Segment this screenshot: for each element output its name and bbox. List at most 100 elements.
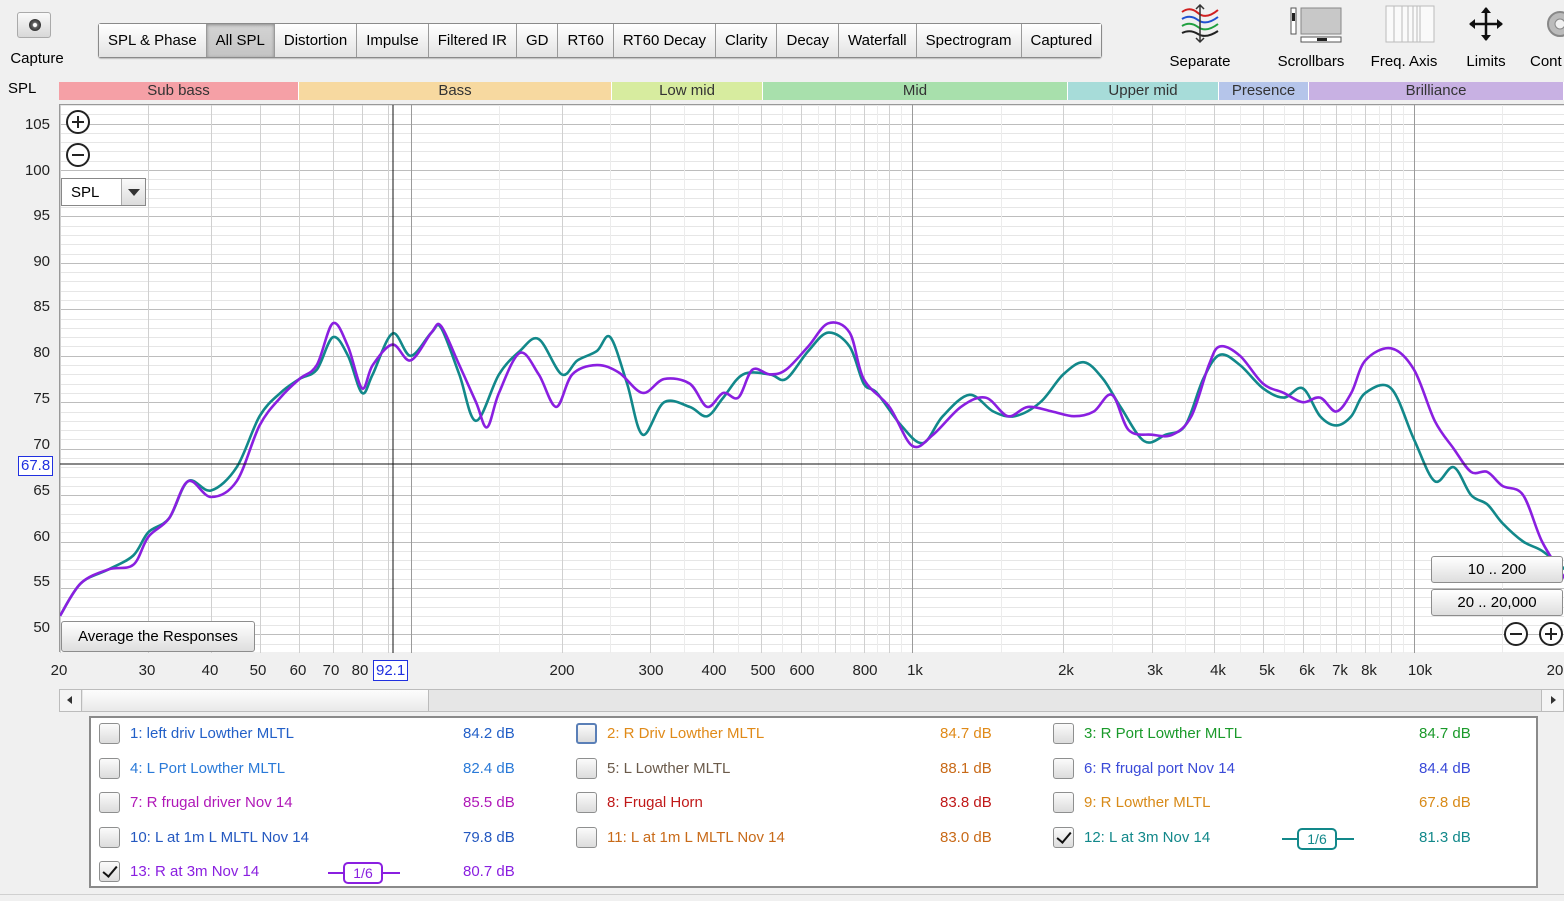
measurement-item[interactable]: 10: L at 1m L MLTL Nov 14 79.8 dB: [99, 827, 529, 851]
tab-distortion[interactable]: Distortion: [274, 24, 358, 57]
cursor-frequency-readout[interactable]: 92.1: [373, 660, 409, 681]
tab-rt60[interactable]: RT60: [558, 24, 614, 57]
measurement-item[interactable]: 1: left driv Lowther MLTL 84.2 dB: [99, 723, 529, 747]
average-responses-button[interactable]: Average the Responses: [61, 621, 255, 652]
x-tick-label: 500: [750, 662, 776, 679]
band-upper-mid: Upper mid: [1068, 82, 1219, 100]
measurement-item[interactable]: 9: R Lowther MLTL 67.8 dB: [1053, 792, 1483, 816]
measurement-item[interactable]: 2: R Driv Lowther MLTL 84.7 dB: [576, 723, 1006, 747]
x-tick-label: 60: [289, 662, 307, 679]
measurement-checkbox[interactable]: [576, 792, 597, 813]
measurement-level: 67.8 dB: [1419, 794, 1471, 811]
horizontal-scrollbar[interactable]: [59, 689, 1564, 712]
limits-label: Limits: [1466, 53, 1506, 70]
tab-filtered-ir[interactable]: Filtered IR: [428, 24, 517, 57]
scroll-right-arrow-icon[interactable]: [1541, 690, 1563, 711]
measurement-level: 85.5 dB: [463, 794, 515, 811]
measurement-item[interactable]: 7: R frugal driver Nov 14 85.5 dB: [99, 792, 529, 816]
y-tick-label: 50: [33, 619, 50, 636]
cursor-spl-readout[interactable]: 67.8: [18, 456, 54, 476]
smoothing-indicator[interactable]: 1/6: [328, 862, 400, 884]
tab-spectrogram[interactable]: Spectrogram: [916, 24, 1022, 57]
measurement-item[interactable]: 11: L at 1m L MLTL Nov 14 83.0 dB: [576, 827, 1006, 851]
measurement-name: 11: L at 1m L MLTL Nov 14: [607, 829, 785, 846]
measurement-checkbox[interactable]: [99, 861, 120, 882]
tab-captured[interactable]: Captured: [1021, 24, 1102, 57]
zoom-in-icon[interactable]: [1539, 622, 1563, 646]
x-tick-label: 200: [549, 662, 575, 679]
y-tick-label: 55: [33, 573, 50, 590]
axis-unit-label: SPL: [8, 80, 37, 97]
chevron-down-icon[interactable]: [121, 179, 145, 205]
capture-button[interactable]: Capture: [4, 4, 70, 70]
freq-axis-button[interactable]: Freq. Axis: [1364, 4, 1444, 70]
x-tick-label: 4k: [1210, 662, 1226, 679]
tab-gd[interactable]: GD: [516, 24, 559, 57]
tab-waterfall[interactable]: Waterfall: [839, 24, 917, 57]
view-tabs: SPL & Phase All SPL Distortion Impulse F…: [98, 23, 1103, 58]
tab-clarity[interactable]: Clarity: [715, 24, 778, 57]
measurement-checkbox[interactable]: [99, 758, 120, 779]
measurement-level: 83.0 dB: [940, 829, 992, 846]
separate-button[interactable]: Separate: [1163, 3, 1237, 70]
scrollbar-thumb[interactable]: [83, 690, 429, 711]
tab-spl-phase[interactable]: SPL & Phase: [99, 24, 207, 57]
measurement-checkbox[interactable]: [1053, 723, 1074, 744]
x-tick-label: 40: [201, 662, 219, 679]
range-10-200-button[interactable]: 10 .. 200: [1431, 556, 1563, 583]
separate-traces-icon: [1178, 3, 1222, 44]
measurement-item[interactable]: 8: Frugal Horn 83.8 dB: [576, 792, 1006, 816]
zoom-in-icon[interactable]: [66, 110, 90, 134]
x-tick-label: 20: [1546, 662, 1564, 679]
measurement-item[interactable]: 4: L Port Lowther MLTL 82.4 dB: [99, 758, 529, 782]
measurement-checkbox[interactable]: [99, 723, 120, 744]
x-tick-label: 2k: [1058, 662, 1074, 679]
measurement-name: 9: R Lowther MLTL: [1084, 794, 1211, 811]
zoom-out-icon[interactable]: [1504, 622, 1528, 646]
freq-axis-label: Freq. Axis: [1370, 53, 1438, 70]
scrollbars-label: Scrollbars: [1277, 53, 1345, 70]
scrollbars-button[interactable]: Scrollbars: [1273, 4, 1349, 70]
measurement-name: 12: L at 3m Nov 14: [1084, 829, 1211, 846]
y-tick-label: 100: [24, 162, 50, 179]
measurement-level: 84.4 dB: [1419, 760, 1471, 777]
smoothing-indicator[interactable]: 1/6: [1282, 828, 1354, 850]
frequency-bands-bar: Sub bass Bass Low mid Mid Upper mid Pres…: [59, 82, 1564, 100]
scroll-left-arrow-icon[interactable]: [60, 690, 82, 711]
measurement-checkbox[interactable]: [576, 758, 597, 779]
range-20-20000-button[interactable]: 20 .. 20,000: [1431, 589, 1563, 616]
measurement-item[interactable]: 3: R Port Lowther MLTL 84.7 dB: [1053, 723, 1483, 747]
measurement-checkbox[interactable]: [99, 827, 120, 848]
measurement-checkbox[interactable]: [576, 827, 597, 848]
measurement-item[interactable]: 6: R frugal port Nov 14 84.4 dB: [1053, 758, 1483, 782]
x-tick-label: 20: [50, 662, 68, 679]
measurement-checkbox[interactable]: [576, 723, 597, 744]
tab-impulse[interactable]: Impulse: [357, 24, 429, 57]
measurement-item[interactable]: 5: L Lowther MLTL 88.1 dB: [576, 758, 1006, 782]
measurement-name: 4: L Port Lowther MLTL: [130, 760, 286, 777]
measurement-checkbox[interactable]: [1053, 827, 1074, 848]
measurement-name: 6: R frugal port Nov 14: [1084, 760, 1235, 777]
controls-button[interactable]: Cont: [1526, 4, 1564, 70]
band-brilliance: Brilliance: [1309, 82, 1564, 100]
measurement-checkbox[interactable]: [1053, 792, 1074, 813]
limits-arrows-icon: [1464, 4, 1508, 44]
spl-type-select[interactable]: SPL: [61, 178, 146, 206]
measurement-checkbox[interactable]: [1053, 758, 1074, 779]
tab-all-spl[interactable]: All SPL: [206, 24, 275, 57]
measurement-checkbox[interactable]: [99, 792, 120, 813]
spl-plot-area[interactable]: [59, 104, 1564, 653]
measurement-item[interactable]: 13: R at 3m Nov 14 1/6 80.7 dB: [99, 861, 529, 885]
series-line-1: [60, 323, 1564, 617]
tab-decay[interactable]: Decay: [777, 24, 840, 57]
limits-button[interactable]: Limits: [1458, 4, 1514, 70]
zoom-out-icon[interactable]: [66, 143, 90, 167]
tab-rt60-decay[interactable]: RT60 Decay: [613, 24, 716, 57]
x-tick-label: 800: [852, 662, 878, 679]
scrollbars-icon: [1289, 4, 1342, 44]
capture-label: Capture: [10, 50, 64, 67]
measurement-item[interactable]: 12: L at 3m Nov 14 1/6 81.3 dB: [1053, 827, 1483, 851]
measurement-level: 84.2 dB: [463, 725, 515, 742]
x-tick-label: 5k: [1259, 662, 1275, 679]
measurement-name: 1: left driv Lowther MLTL: [130, 725, 294, 742]
